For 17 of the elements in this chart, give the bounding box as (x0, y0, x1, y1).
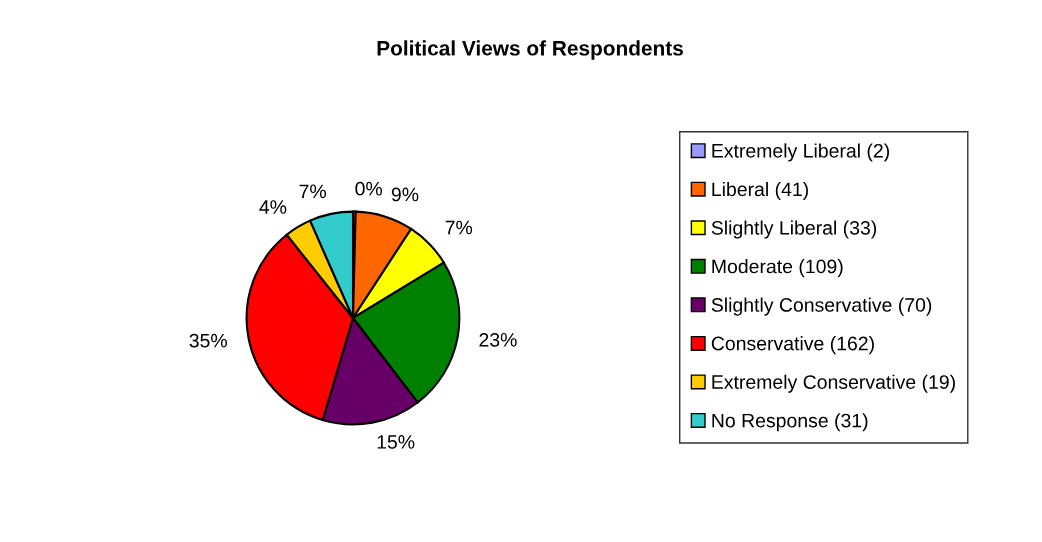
legend-label: Slightly Liberal (33) (711, 220, 877, 239)
legend-label: Extremely Conservative (19) (712, 374, 955, 393)
legend-label: Moderate (109) (712, 259, 843, 278)
data-label: 7% (445, 220, 473, 235)
data-label: 35% (189, 333, 227, 348)
legend-label: Extremely Liberal (2) (712, 143, 889, 162)
legend-label: No Response (31) (712, 413, 868, 432)
data-label: 23% (479, 332, 517, 347)
data-label: 7% (299, 184, 327, 199)
data-label: 0% (355, 181, 383, 196)
legend-label: Conservative (162) (711, 336, 874, 355)
legend-label: Slightly Conservative (70) (711, 297, 932, 316)
data-label: 15% (377, 435, 415, 449)
data-label: 9% (391, 187, 419, 202)
chart-title: Political Views of Respondents (377, 40, 683, 60)
legend-label: Liberal (41) (712, 181, 808, 201)
data-label: 4% (259, 200, 287, 214)
